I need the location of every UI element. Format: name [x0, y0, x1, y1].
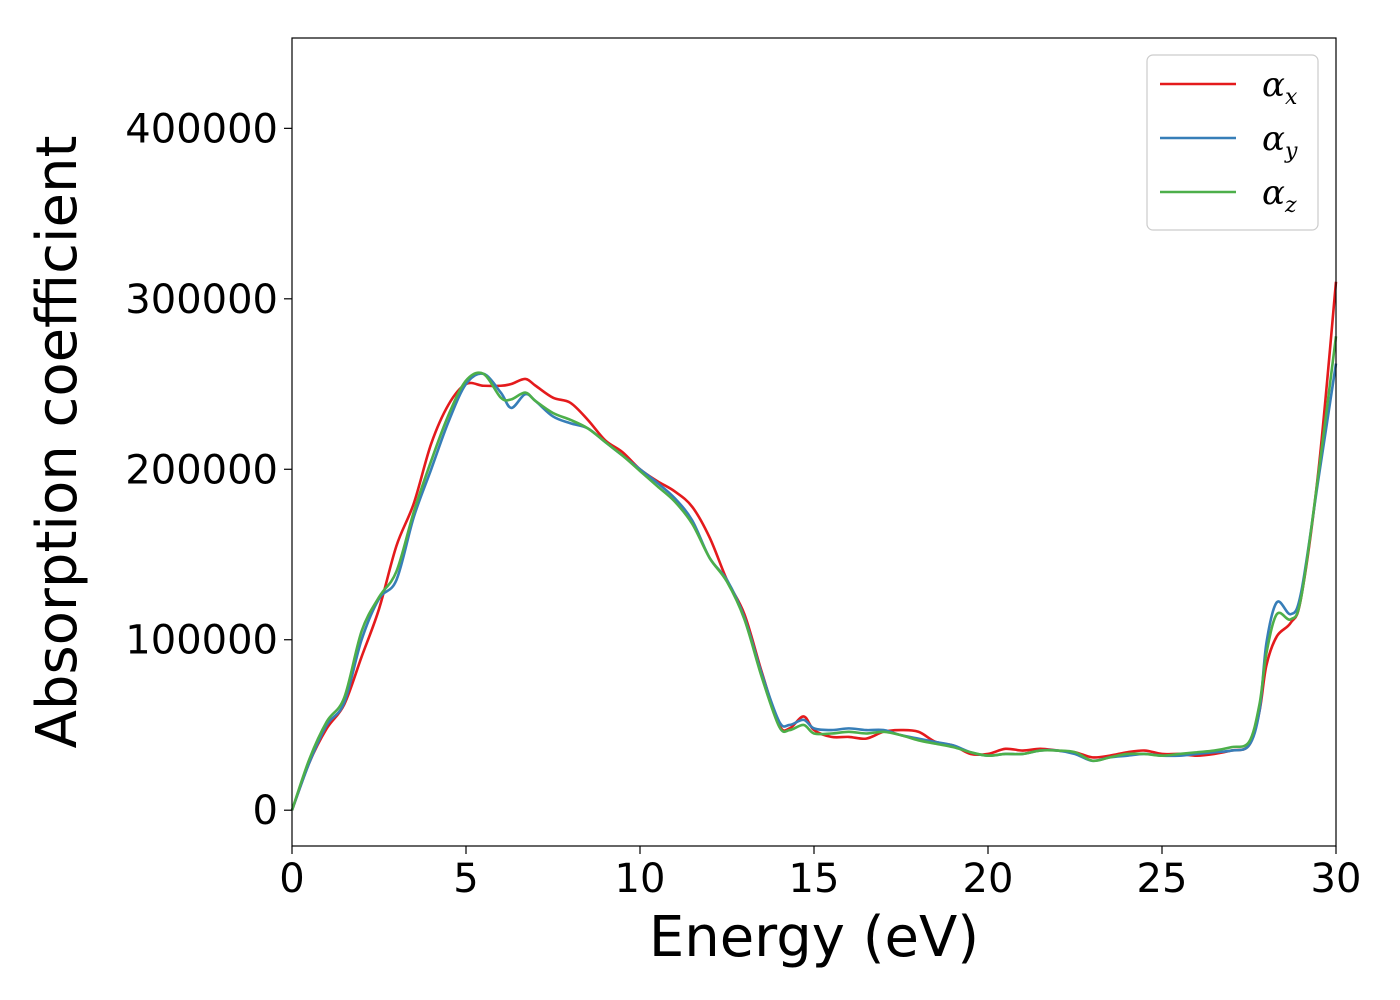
- series-line-z: [290, 336, 1338, 811]
- legend-symbol: α: [1262, 119, 1285, 159]
- y-tick-label: 400000: [125, 106, 278, 152]
- y-axis-ticks: 0 100000 200000 300000 400000: [125, 106, 292, 834]
- legend-subscript: z: [1284, 193, 1297, 218]
- legend-symbol: α: [1262, 173, 1285, 213]
- y-tick-label: 100000: [125, 618, 278, 664]
- x-axis-label: Energy (eV): [649, 905, 979, 970]
- x-tick-label: 25: [1137, 856, 1188, 902]
- legend-entry-x: αx: [1262, 65, 1298, 110]
- x-tick-label: 30: [1311, 856, 1362, 902]
- series-layer: [290, 281, 1338, 811]
- y-axis-label: Absorption coefficient: [25, 136, 90, 749]
- x-tick-label: 5: [453, 856, 478, 902]
- y-tick-label: 300000: [125, 277, 278, 323]
- y-tick-label: 0: [253, 788, 278, 834]
- x-axis-ticks: 0 5 10 15 20 25 30: [279, 846, 1361, 902]
- legend-box: [1146, 54, 1319, 231]
- x-tick-label: 20: [963, 856, 1014, 902]
- legend-entry-z: αz: [1262, 173, 1297, 218]
- x-tick-label: 10: [615, 856, 666, 902]
- legend-symbol: α: [1262, 65, 1285, 105]
- x-tick-label: 15: [789, 856, 840, 902]
- legend-subscript: y: [1284, 139, 1298, 164]
- legend-subscript: x: [1285, 85, 1298, 110]
- legend-entry-y: αy: [1262, 119, 1298, 164]
- y-tick-label: 200000: [125, 447, 278, 493]
- series-line-y: [290, 363, 1338, 811]
- x-tick-label: 0: [279, 856, 304, 902]
